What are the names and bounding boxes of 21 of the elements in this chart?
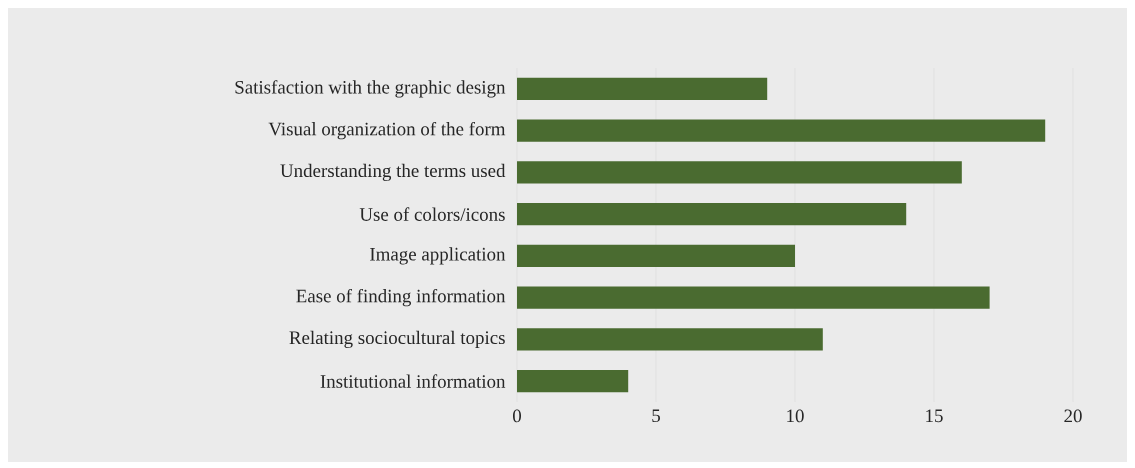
y-tick-label: Use of colors/icons: [359, 207, 505, 221]
bar: [517, 370, 629, 393]
x-tick-label: 5: [652, 409, 660, 423]
x-tick-label: 15: [926, 409, 943, 423]
x-tick-label: 20: [1064, 409, 1082, 423]
y-tick-label: Understanding the terms used: [280, 163, 506, 181]
y-tick-label: Ease of finding information: [296, 288, 506, 307]
bar: [517, 161, 962, 184]
bar: [517, 119, 1046, 142]
bar: [517, 77, 768, 100]
y-tick-label: Visual organization of the form: [268, 121, 506, 140]
y-tick-label: Satisfaction with the graphic design: [235, 80, 506, 98]
x-tick-label: 10: [787, 409, 804, 423]
y-tick-label: Relating sociocultural topics: [289, 330, 505, 348]
x-tick-label: 0: [513, 409, 522, 423]
bar: [517, 244, 796, 267]
bar: [517, 203, 907, 226]
y-tick-label: Image application: [370, 247, 506, 265]
bar: [517, 328, 823, 351]
bar: [517, 286, 990, 309]
y-tick-label: Institutional information: [320, 374, 506, 388]
